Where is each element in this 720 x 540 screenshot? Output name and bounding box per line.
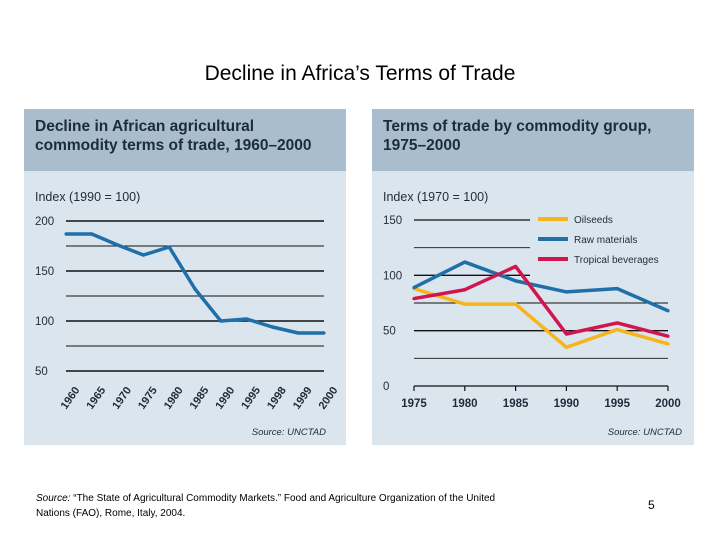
legend-label: Raw materials xyxy=(574,235,637,246)
legend-label: Tropical beverages xyxy=(574,255,659,266)
data-point xyxy=(463,260,467,264)
data-point xyxy=(615,327,619,332)
data-point xyxy=(90,232,94,236)
source-label: Source: xyxy=(36,493,71,504)
series-line xyxy=(66,232,324,335)
y-tick-label: 150 xyxy=(383,215,402,227)
source-note: Source: UNCTAD xyxy=(608,427,682,438)
panel-header-left xyxy=(24,109,346,171)
x-tick-label: 1999 xyxy=(291,385,315,412)
source-text: “The State of Agricultural Commodity Mar… xyxy=(36,493,496,519)
data-point xyxy=(219,319,223,323)
data-point xyxy=(514,302,518,306)
data-point xyxy=(463,302,467,306)
data-point xyxy=(666,334,670,338)
x-tick-label: 1995 xyxy=(239,385,263,412)
chart-title-left: Decline in African agricultural commodit… xyxy=(35,118,312,154)
x-tick-label: 1980 xyxy=(162,385,186,412)
series-line-tropical-beverages xyxy=(413,264,669,338)
data-point xyxy=(564,345,568,349)
panel-header-right xyxy=(372,109,694,171)
x-tick-label: 1980 xyxy=(452,398,478,410)
data-point xyxy=(322,331,326,335)
data-point xyxy=(615,321,619,325)
y-tick-label: 0 xyxy=(383,381,389,393)
y-axis-label: Index (1970 = 100) xyxy=(383,190,488,204)
source-footnote: Source: “The State of Agricultural Commo… xyxy=(36,491,506,521)
y-tick-label: 50 xyxy=(35,366,48,378)
data-point xyxy=(564,332,568,336)
line-chart-right: Index (1970 = 100) 150 100 50 0 1975 1980 1985 1… xyxy=(383,190,682,438)
x-tick-label: 1960 xyxy=(59,385,83,412)
x-tick-label: 1985 xyxy=(503,398,529,410)
x-tick-label: 1990 xyxy=(213,385,237,412)
data-point xyxy=(666,309,670,313)
chart-panel-right: Terms of trade by commodity group, 1975–… xyxy=(372,109,694,445)
y-tick-label: 50 xyxy=(383,326,396,338)
data-point xyxy=(116,243,120,247)
source-note: Source: UNCTAD xyxy=(252,427,326,438)
data-point xyxy=(463,288,467,292)
data-point xyxy=(412,285,416,290)
data-point xyxy=(615,287,619,291)
data-point xyxy=(245,317,249,321)
data-point xyxy=(514,264,518,269)
x-tick-label: 1975 xyxy=(136,385,160,412)
series-line-oilseeds xyxy=(413,286,669,350)
chart-panel-left: Decline in African agricultural commodit… xyxy=(24,109,346,445)
series-line-raw-materials xyxy=(413,260,669,313)
slide-title: Decline in Africa’s Terms of Trade xyxy=(204,62,516,85)
x-tick-label: 1965 xyxy=(84,385,108,412)
data-point xyxy=(64,232,68,236)
data-point xyxy=(167,245,171,249)
x-tick-label: 1990 xyxy=(554,398,580,410)
y-tick-label: 150 xyxy=(35,266,54,278)
x-tick-label: 1998 xyxy=(265,385,289,412)
y-tick-label: 100 xyxy=(383,270,402,282)
x-tick-label: 1985 xyxy=(188,385,212,412)
data-point xyxy=(412,296,416,301)
data-point xyxy=(141,253,145,257)
x-tick-label: 1970 xyxy=(110,385,134,412)
y-axis-label: Index (1990 = 100) xyxy=(35,190,140,204)
y-tick-label: 200 xyxy=(35,216,54,228)
data-point xyxy=(514,279,518,283)
x-tick-label: 1995 xyxy=(604,398,630,410)
y-tick-label: 100 xyxy=(35,316,54,328)
data-point xyxy=(193,287,197,291)
x-tick-label: 2000 xyxy=(317,385,341,412)
data-point xyxy=(564,290,568,294)
data-point xyxy=(270,325,274,329)
page-number: 5 xyxy=(648,498,655,512)
chart-title-right: Terms of trade by commodity group, 1975–… xyxy=(383,118,652,154)
data-point xyxy=(296,331,300,335)
legend-label: Oilseeds xyxy=(574,215,613,226)
x-tick-label: 2000 xyxy=(655,398,681,410)
data-point xyxy=(666,342,670,346)
x-tick-label: 1975 xyxy=(401,398,427,410)
